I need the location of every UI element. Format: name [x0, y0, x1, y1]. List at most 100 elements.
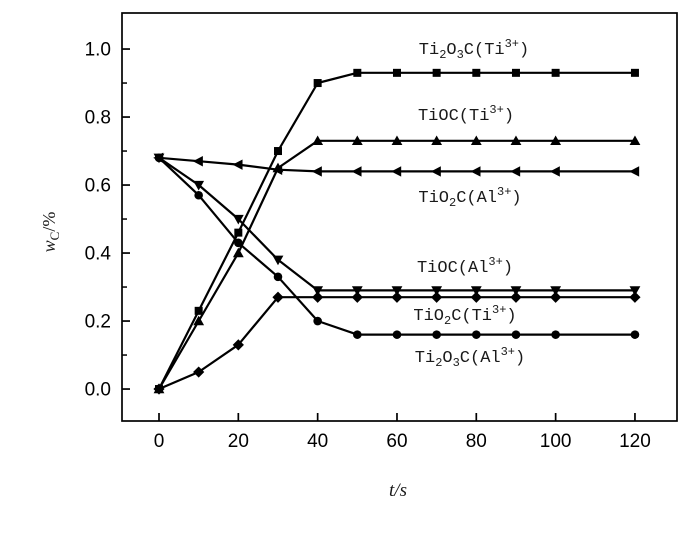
square-marker: [630, 68, 639, 77]
triangle-left-marker: [549, 166, 560, 177]
series-ti2o3c-al: [153, 291, 641, 395]
diamond-marker: [351, 291, 363, 303]
diamond-marker: [272, 291, 284, 303]
triangle-left-marker: [272, 164, 283, 175]
series-label-tio2c-ti: TiO2C(Ti3+): [413, 303, 516, 328]
circle-marker: [511, 330, 521, 339]
axes-frame: [121, 12, 678, 422]
diamond-marker: [312, 291, 324, 303]
circle-marker: [234, 238, 243, 248]
triangle-down-marker: [312, 286, 324, 296]
triangle-up-marker: [193, 315, 205, 326]
square-marker: [353, 68, 362, 77]
circle-marker: [273, 272, 283, 282]
diamond-marker: [431, 291, 443, 303]
y-axis-tick-label: 0.2: [85, 312, 111, 333]
triangle-left-marker: [311, 166, 322, 177]
y-axis-tick-label: 0.0: [85, 380, 111, 401]
square-marker: [194, 306, 203, 315]
triangle-down-marker: [431, 286, 443, 296]
triangle-left-marker: [192, 156, 203, 167]
triangle-left-marker: [430, 166, 441, 177]
x-axis-tick-label: 40: [307, 431, 328, 452]
circle-marker: [353, 330, 362, 339]
diamond-marker: [510, 291, 522, 303]
series-tioc-al-line: [158, 156, 635, 292]
series-ti2o3c-ti: [155, 68, 639, 394]
square-marker: [234, 228, 243, 237]
triangle-left-marker: [510, 166, 521, 177]
series-label-tio2c-al: TiO2C(Al3+): [418, 185, 521, 210]
x-axis-tick-label: 0: [154, 431, 165, 452]
diamond-marker: [193, 366, 205, 378]
y-axis-tick-label: 1.0: [85, 40, 111, 61]
triangle-up-marker: [391, 135, 403, 146]
triangle-up-marker: [232, 247, 244, 258]
triangle-left-marker: [232, 159, 243, 170]
square-marker: [392, 68, 401, 77]
x-axis-tick-label: 80: [466, 431, 487, 452]
triangle-down-marker: [470, 286, 482, 296]
series-tioc-al: [153, 153, 641, 296]
triangle-down-marker: [550, 286, 562, 296]
triangle-left-marker: [351, 166, 362, 177]
triangle-up-marker: [470, 135, 482, 146]
circle-marker: [313, 316, 322, 326]
circle-marker: [472, 330, 481, 339]
circle-marker: [392, 330, 402, 339]
x-axis-tick-label: 100: [540, 431, 572, 452]
triangle-up-marker: [431, 135, 443, 146]
square-marker: [511, 68, 520, 77]
triangle-down-marker: [391, 286, 403, 296]
series-tio2c-al: [153, 152, 640, 177]
square-marker: [313, 79, 322, 88]
circle-marker: [630, 330, 640, 339]
diamond-marker: [629, 291, 641, 303]
series-annotations: Ti2O3C(Ti3+) TiOC(Ti3+) TiO2C(Al3+) TiOC(Al…: [413, 37, 529, 370]
diamond-marker: [470, 291, 482, 303]
diamond-marker: [391, 291, 403, 303]
series-tio2c-ti-line: [158, 156, 635, 336]
series-label-ti2o3c-al: Ti2O3C(Al3+): [415, 345, 525, 370]
triangle-up-marker: [629, 135, 641, 146]
triangle-down-marker: [232, 214, 244, 225]
data-series: [153, 68, 641, 395]
triangle-up-marker: [550, 135, 562, 146]
square-marker: [551, 68, 560, 77]
triangle-up-marker: [312, 135, 324, 146]
x-axis-title: t/s: [389, 480, 407, 501]
series-ti2o3c-ti-line: [158, 71, 635, 390]
triangle-left-marker: [470, 166, 481, 177]
series-tio2c-al-line: [158, 156, 635, 173]
plot-frame: [121, 12, 678, 422]
y-axis-tick-label: 0.8: [85, 108, 111, 129]
triangle-up-marker: [351, 135, 363, 146]
series-ti2o3c-al-line: [158, 296, 635, 391]
triangle-down-marker: [351, 286, 363, 296]
triangle-down-marker: [193, 180, 205, 191]
axis-ticks: 0 20 40 60 80 100 120 0.0 0.2 0.4 0.6 0.8 1.0: [85, 40, 651, 452]
diamond-marker: [232, 339, 244, 351]
y-axis-title: wC/%: [39, 212, 62, 253]
triangle-up-marker: [510, 135, 522, 146]
triangle-down-marker: [272, 255, 284, 266]
diamond-marker: [153, 383, 165, 395]
circle-marker: [432, 330, 441, 339]
circle-marker: [551, 330, 560, 339]
circle-marker: [194, 190, 203, 200]
circle-marker: [154, 153, 164, 163]
series-label-tioc-ti: TiOC(Ti3+): [418, 103, 514, 126]
triangle-left-marker: [391, 166, 402, 177]
y-axis-tick-label: 0.6: [85, 176, 111, 197]
x-axis-tick-label: 60: [386, 431, 407, 452]
series-label-tioc-al: TiOC(Al3+): [417, 255, 513, 278]
square-marker: [472, 68, 481, 77]
y-axis-tick-label: 0.4: [85, 244, 112, 265]
x-axis-tick-label: 120: [619, 431, 651, 452]
series-label-ti2o3c-ti: Ti2O3C(Ti3+): [419, 37, 529, 62]
axis-titles: t/s wC/%: [39, 212, 407, 501]
series-tioc-ti-line: [158, 139, 635, 390]
series-tio2c-ti: [154, 153, 640, 339]
